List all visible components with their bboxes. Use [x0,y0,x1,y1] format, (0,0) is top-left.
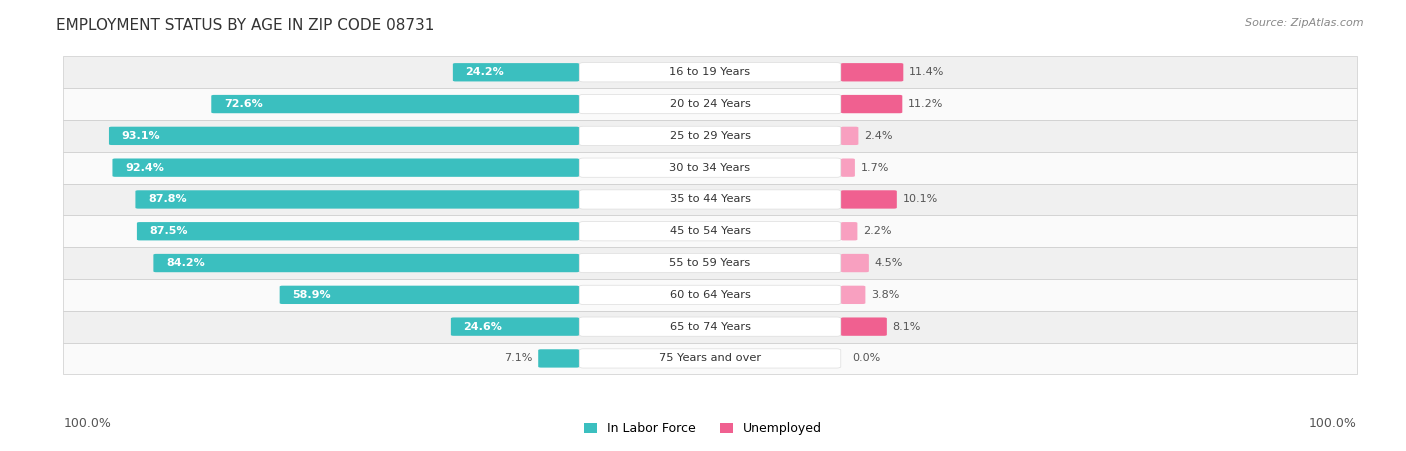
Text: 1.7%: 1.7% [860,163,889,173]
Text: 8.1%: 8.1% [893,322,921,331]
Text: 3.8%: 3.8% [870,290,900,300]
Text: Source: ZipAtlas.com: Source: ZipAtlas.com [1246,18,1364,28]
Text: 75 Years and over: 75 Years and over [659,354,761,364]
Text: 55 to 59 Years: 55 to 59 Years [669,258,751,268]
Text: 87.5%: 87.5% [149,226,188,236]
Text: 0.0%: 0.0% [852,354,880,364]
Text: 93.1%: 93.1% [121,131,160,141]
Legend: In Labor Force, Unemployed: In Labor Force, Unemployed [579,417,827,440]
Text: 60 to 64 Years: 60 to 64 Years [669,290,751,300]
Text: 4.5%: 4.5% [875,258,903,268]
Text: 10.1%: 10.1% [903,194,938,204]
Text: 100.0%: 100.0% [1309,418,1357,430]
Text: 65 to 74 Years: 65 to 74 Years [669,322,751,331]
Text: 16 to 19 Years: 16 to 19 Years [669,67,751,77]
Text: 30 to 34 Years: 30 to 34 Years [669,163,751,173]
Text: 2.2%: 2.2% [863,226,891,236]
Text: 92.4%: 92.4% [125,163,165,173]
Text: 100.0%: 100.0% [63,418,111,430]
Text: 2.4%: 2.4% [865,131,893,141]
Text: 24.6%: 24.6% [464,322,502,331]
Text: 87.8%: 87.8% [148,194,187,204]
Text: 45 to 54 Years: 45 to 54 Years [669,226,751,236]
Text: 24.2%: 24.2% [465,67,505,77]
Text: EMPLOYMENT STATUS BY AGE IN ZIP CODE 08731: EMPLOYMENT STATUS BY AGE IN ZIP CODE 087… [56,18,434,33]
Text: 35 to 44 Years: 35 to 44 Years [669,194,751,204]
Text: 11.2%: 11.2% [908,99,943,109]
Text: 25 to 29 Years: 25 to 29 Years [669,131,751,141]
Text: 84.2%: 84.2% [166,258,205,268]
Text: 58.9%: 58.9% [292,290,330,300]
Text: 7.1%: 7.1% [505,354,533,364]
Text: 20 to 24 Years: 20 to 24 Years [669,99,751,109]
Text: 72.6%: 72.6% [224,99,263,109]
Text: 11.4%: 11.4% [908,67,945,77]
